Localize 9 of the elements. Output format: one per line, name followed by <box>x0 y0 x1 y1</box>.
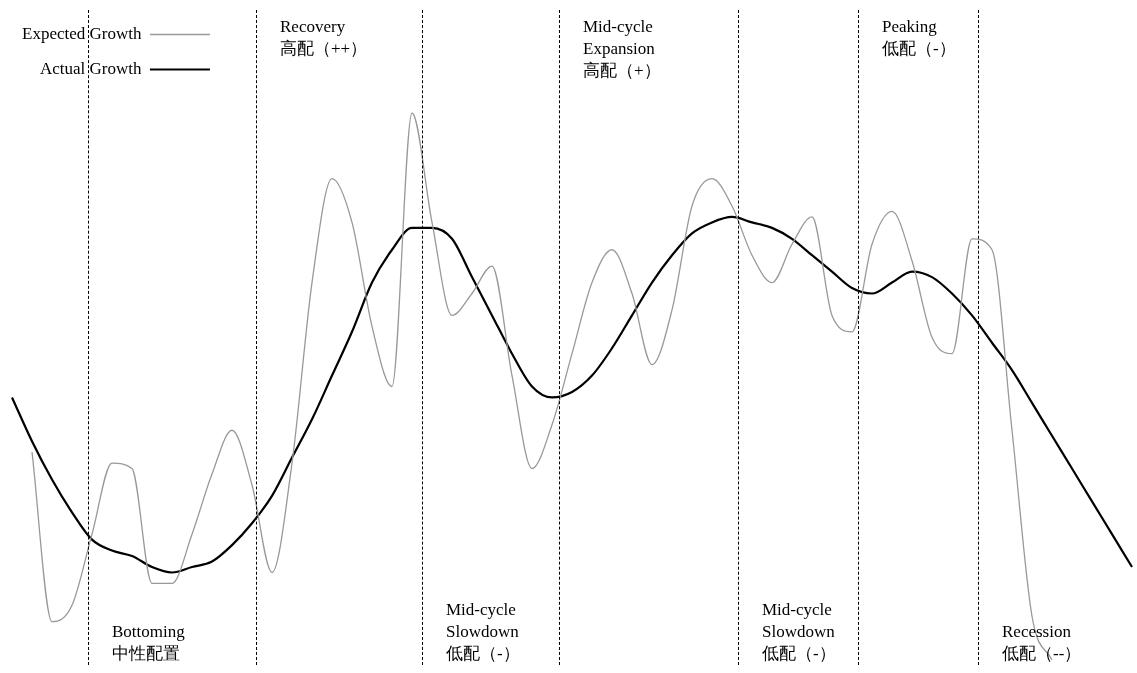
annotation: Recession 低配（--） <box>1002 621 1083 665</box>
legend-label: Actual Growth <box>39 58 142 78</box>
annotation: Mid-cycle Slowdown 低配（-） <box>446 599 521 665</box>
annotation: Bottoming 中性配置 <box>112 621 186 665</box>
annotation: Mid-cycle Slowdown 低配（-） <box>762 599 837 665</box>
text: Recovery 高配（++） <box>280 16 369 60</box>
text: Peaking 低配（-） <box>882 16 957 60</box>
text: Mid-cycle Expansion 高配（+） <box>583 16 662 82</box>
legend-label: Expected Growth <box>21 23 142 43</box>
